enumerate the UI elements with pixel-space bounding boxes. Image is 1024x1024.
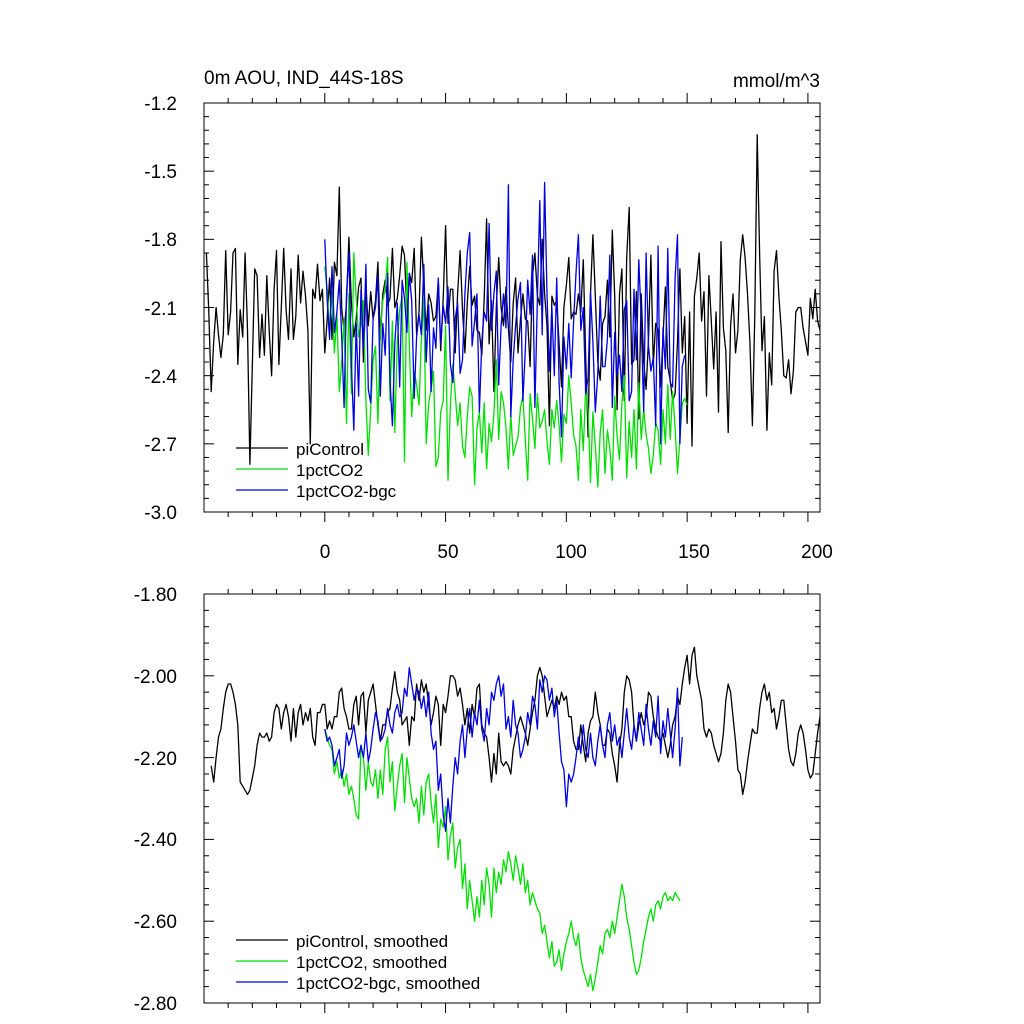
bottom-ytick-label: -2.60: [134, 912, 177, 933]
top-xtick-label: 150: [678, 542, 710, 563]
top-xtick-label: 50: [437, 542, 458, 563]
bottom-series: [210, 646, 821, 992]
bottom-ytick-label: -2.00: [134, 667, 177, 688]
top-ytick-label: -2.7: [144, 435, 177, 456]
bottom-ytick-labels: -2.80 -2.60 -2.40 -2.20 -2.00 -1.80: [134, 585, 177, 1015]
top-xtick-labels: 0 50 100 150 200: [320, 542, 833, 563]
series-picontrol: [205, 134, 821, 465]
top-ytick-label: -1.5: [144, 162, 177, 183]
top-chart-title: 0m AOU, IND_44S-18S: [204, 68, 404, 89]
top-ytick-label: -2.1: [144, 299, 177, 320]
top-ytick-label: -1.8: [144, 230, 177, 251]
bottom-ytick-label: -2.20: [134, 749, 177, 770]
series-1pctco2-bgc: [324, 181, 686, 445]
legend-label-1pctco2-bgc-smoothed: 1pctCO2-bgc, smoothed: [296, 974, 480, 993]
series-1pctco2-smoothed: [324, 728, 681, 992]
bottom-ytick-label: -2.80: [134, 994, 177, 1015]
top-ytick-label: -1.2: [144, 94, 177, 115]
series-1pctco2: [324, 252, 688, 488]
top-series: [205, 134, 821, 488]
top-plot-frame: [203, 102, 821, 513]
bottom-plot-frame: [203, 593, 821, 1004]
top-ytick-labels: -3.0 -2.7 -2.4 -2.1 -1.8 -1.5 -1.2: [144, 94, 177, 524]
top-panel: 0m AOU, IND_44S-18S mmol/m^3 -3.0 -2.7 -…: [144, 68, 833, 563]
bottom-ytick-label: -2.40: [134, 830, 177, 851]
legend-label-picontrol: piControl: [296, 440, 364, 459]
top-ytick-label: -3.0: [144, 503, 177, 524]
top-xtick-label: 200: [801, 542, 833, 563]
series-1pctco2-bgc-smoothed: [324, 666, 683, 832]
top-ytick-label: -2.4: [144, 367, 177, 388]
legend-label-picontrol-smoothed: piControl, smoothed: [296, 932, 448, 951]
legend-label-1pctco2: 1pctCO2: [296, 461, 363, 480]
top-xtick-label: 100: [555, 542, 587, 563]
top-chart-units: mmol/m^3: [733, 71, 820, 92]
top-xtick-label: 0: [320, 542, 331, 563]
bottom-legend: piControl, smoothed 1pctCO2, smoothed 1p…: [236, 932, 480, 993]
series-picontrol-smoothed: [210, 646, 821, 796]
top-legend: piControl 1pctCO2 1pctCO2-bgc: [236, 440, 397, 501]
legend-label-1pctco2-smoothed: 1pctCO2, smoothed: [296, 953, 447, 972]
legend-label-1pctco2-bgc: 1pctCO2-bgc: [296, 482, 397, 501]
bottom-ytick-label: -1.80: [134, 585, 177, 606]
bottom-panel: -2.80 -2.60 -2.40 -2.20 -2.00 -1.80 piCo…: [134, 584, 821, 1015]
